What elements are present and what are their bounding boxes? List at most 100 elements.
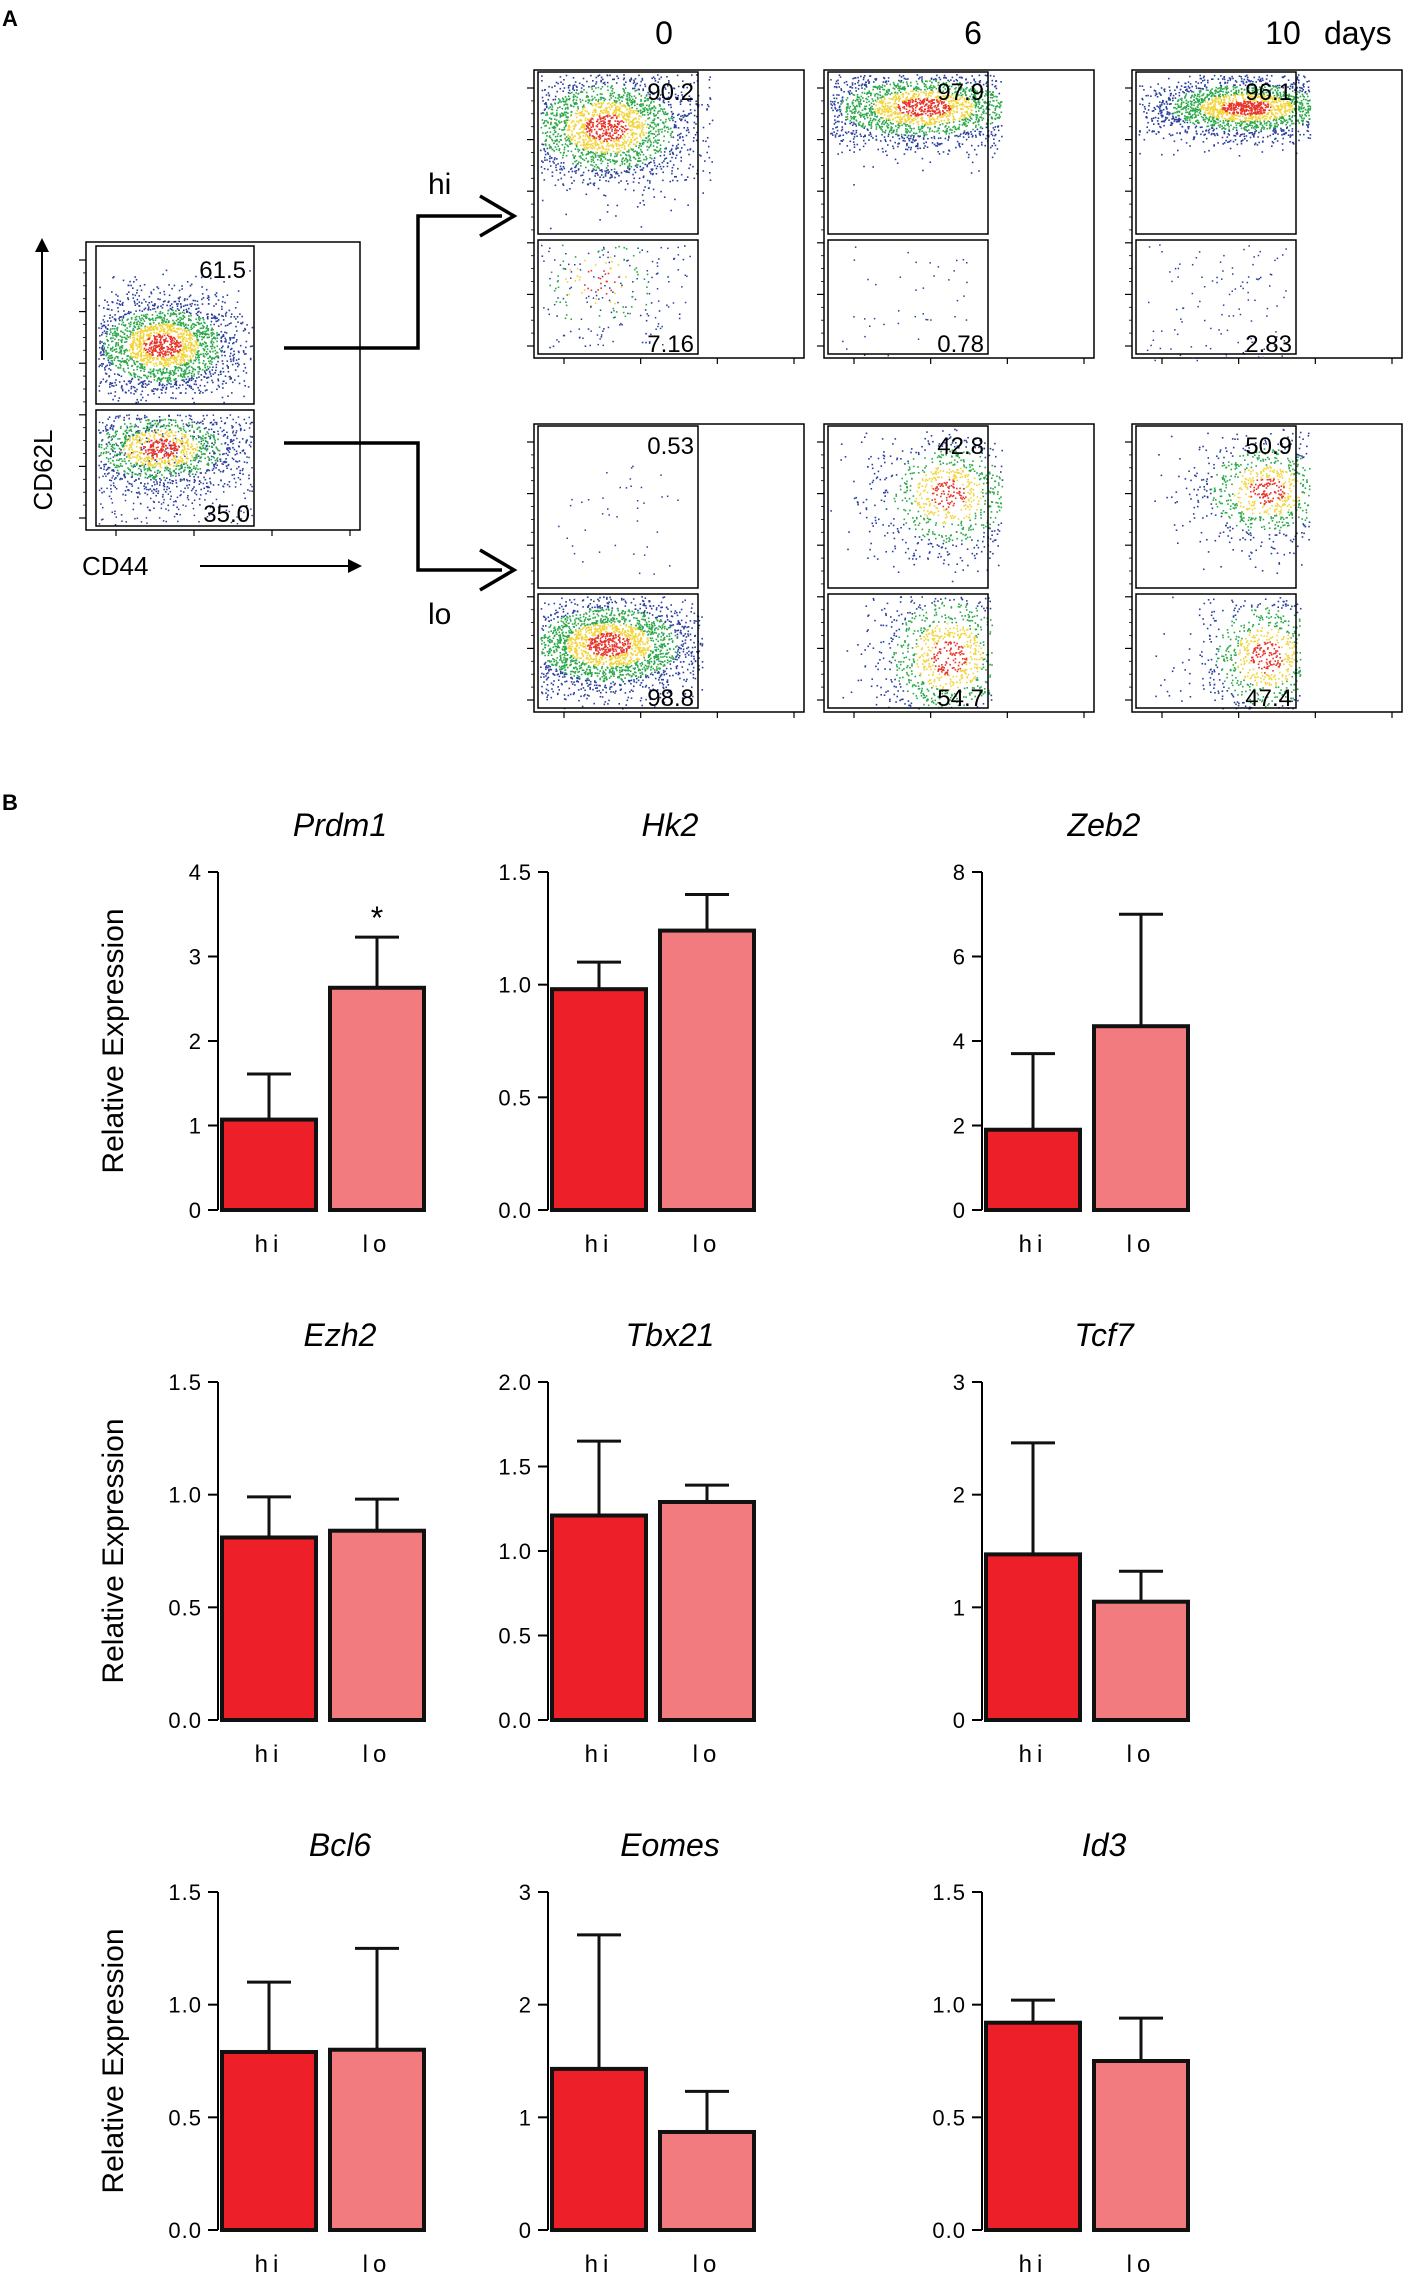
event-dot	[160, 458, 162, 460]
event-dot	[193, 436, 195, 438]
event-dot	[702, 126, 705, 129]
event-dot	[232, 426, 234, 428]
event-dot	[124, 341, 126, 343]
connectors: hi lo	[284, 168, 518, 631]
event-dot	[159, 481, 161, 483]
event-dot	[183, 463, 185, 465]
event-dot	[171, 287, 173, 290]
event-dot	[152, 329, 155, 332]
event-dot	[587, 183, 590, 185]
event-dot	[196, 353, 198, 356]
event-dot	[587, 101, 589, 104]
event-dot	[116, 466, 118, 469]
event-dot	[226, 448, 228, 450]
event-dot	[110, 445, 113, 448]
event-dot	[146, 326, 149, 329]
event-dot	[145, 339, 148, 341]
event-dot	[126, 334, 128, 337]
event-dot	[198, 319, 201, 322]
event-dot	[111, 350, 114, 352]
event-dot	[161, 457, 164, 459]
event-dot	[115, 332, 118, 335]
event-dot	[164, 339, 167, 341]
event-dot	[207, 333, 210, 336]
event-dot	[144, 468, 147, 470]
event-dot	[106, 333, 108, 335]
event-dot	[102, 378, 105, 381]
event-dot	[128, 291, 130, 293]
event-dot	[142, 323, 144, 325]
event-dot	[629, 94, 631, 97]
event-dot	[641, 194, 644, 196]
event-dot	[187, 495, 189, 497]
event-dot	[200, 488, 202, 491]
event-dot	[615, 82, 618, 84]
event-dot	[112, 425, 115, 427]
event-dot	[177, 363, 180, 365]
event-dot	[222, 334, 225, 336]
event-dot	[627, 151, 630, 153]
event-dot	[684, 119, 686, 122]
event-dot	[190, 352, 193, 355]
event-dot	[168, 294, 171, 297]
event-dot	[239, 478, 242, 481]
flow-plot-frame	[533, 69, 805, 359]
event-dot	[624, 153, 627, 156]
event-dot	[150, 326, 153, 328]
event-dot	[196, 321, 199, 324]
event-dot	[636, 151, 638, 153]
event-dot	[541, 160, 543, 162]
event-dot	[245, 340, 248, 343]
event-dot	[147, 430, 150, 432]
event-dot	[133, 386, 136, 389]
event-dot	[147, 383, 150, 385]
event-dot	[127, 298, 130, 301]
event-dot	[196, 304, 199, 306]
flow-plot-grid: 90.27.1697.90.7896.12.830.5398.842.854.7…	[527, 69, 1403, 718]
event-dot	[548, 127, 551, 129]
event-dot	[615, 215, 617, 217]
event-dot	[226, 467, 228, 469]
event-dot	[127, 312, 129, 315]
event-dot	[222, 363, 224, 365]
event-dot	[184, 362, 186, 364]
event-dot	[170, 346, 173, 348]
event-dot	[172, 465, 175, 467]
event-dot	[187, 466, 190, 469]
event-dot	[215, 498, 218, 501]
event-dot	[99, 454, 102, 456]
event-dot	[160, 479, 162, 481]
event-dot	[559, 76, 562, 78]
event-dot	[555, 119, 558, 121]
event-dot	[160, 357, 162, 359]
event-dot	[142, 359, 144, 361]
event-dot	[143, 465, 146, 467]
event-dot	[104, 463, 106, 466]
event-dot	[154, 441, 156, 443]
event-dot	[602, 82, 605, 84]
event-dot	[603, 156, 606, 158]
event-dot	[242, 370, 245, 372]
event-dot	[158, 501, 160, 503]
event-dot	[234, 453, 237, 456]
event-dot	[198, 323, 200, 325]
event-dot	[119, 415, 121, 417]
event-dot	[198, 318, 200, 320]
event-dot	[580, 157, 582, 159]
event-dot	[159, 338, 162, 340]
event-dot	[128, 350, 130, 352]
event-dot	[113, 318, 116, 320]
event-dot	[136, 432, 139, 434]
event-dot	[165, 508, 167, 510]
event-dot	[178, 345, 181, 348]
event-dot	[593, 161, 595, 164]
event-dot	[607, 165, 609, 167]
event-dot	[147, 334, 150, 337]
event-dot	[207, 295, 210, 297]
event-dot	[124, 475, 126, 478]
event-dot	[107, 352, 110, 355]
event-dot	[140, 345, 143, 348]
event-dot	[130, 284, 132, 287]
event-dot	[143, 315, 145, 318]
event-dot	[238, 441, 241, 443]
